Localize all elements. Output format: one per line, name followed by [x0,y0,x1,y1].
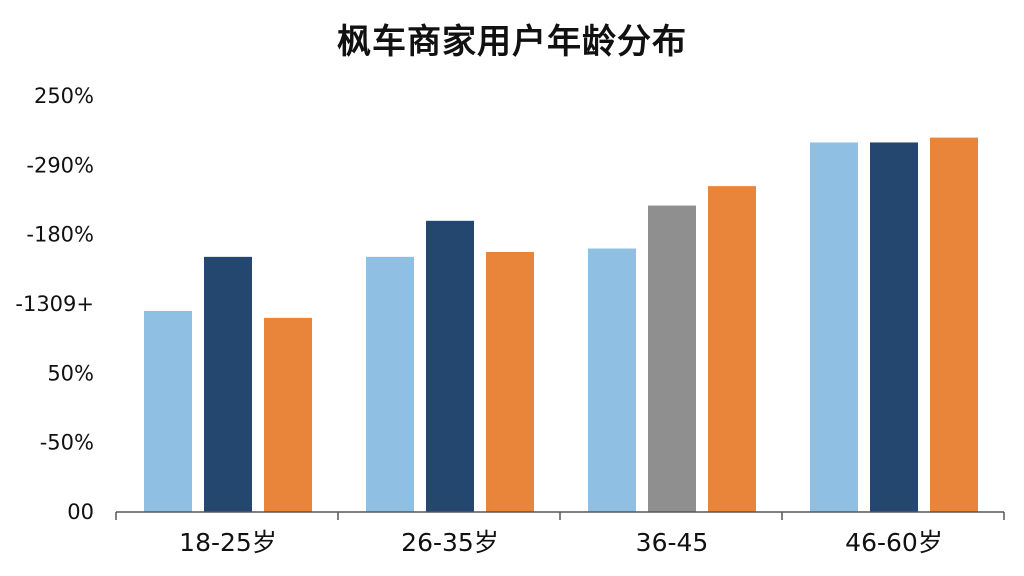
bar [708,186,756,512]
x-tick-label: 36-45 [636,528,709,557]
bar [366,256,414,512]
bar [648,205,696,512]
bar [870,142,918,512]
y-tick-label: -180% [26,223,94,247]
y-tick-label: 250% [34,84,94,108]
x-axis-ticks: 18-25岁 26-35岁 36-45 46-60岁 [115,512,1005,557]
y-axis-ticks: 00 -50% 50% -1309+ -180% -290% 250% [15,84,94,524]
bar [264,317,312,512]
y-tick-label: -1309+ [15,292,94,316]
bars-group [144,137,978,513]
bar [486,252,534,512]
bar [588,248,636,513]
bar [930,137,978,512]
bar [426,220,474,513]
y-tick-label: -290% [26,153,94,177]
y-tick-label: 00 [67,500,94,524]
bar [204,256,252,512]
x-tick-label: 26-35岁 [401,528,499,557]
x-tick-label: 18-25岁 [179,528,277,557]
y-tick-label: 50% [47,361,94,385]
chart-title: 枫车商家用户年龄分布 [337,22,687,62]
x-tick-label: 46-60岁 [845,528,943,557]
bar [810,142,858,512]
y-tick-label: -50% [40,431,94,455]
bar [144,310,192,512]
